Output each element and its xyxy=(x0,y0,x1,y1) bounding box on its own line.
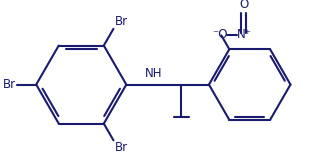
Text: O: O xyxy=(239,0,248,11)
Text: N⁺: N⁺ xyxy=(236,28,251,41)
Text: Br: Br xyxy=(114,15,128,28)
Text: Br: Br xyxy=(114,141,128,154)
Text: Br: Br xyxy=(3,78,16,91)
Text: NH: NH xyxy=(145,67,162,80)
Text: ⁻O: ⁻O xyxy=(212,28,228,41)
